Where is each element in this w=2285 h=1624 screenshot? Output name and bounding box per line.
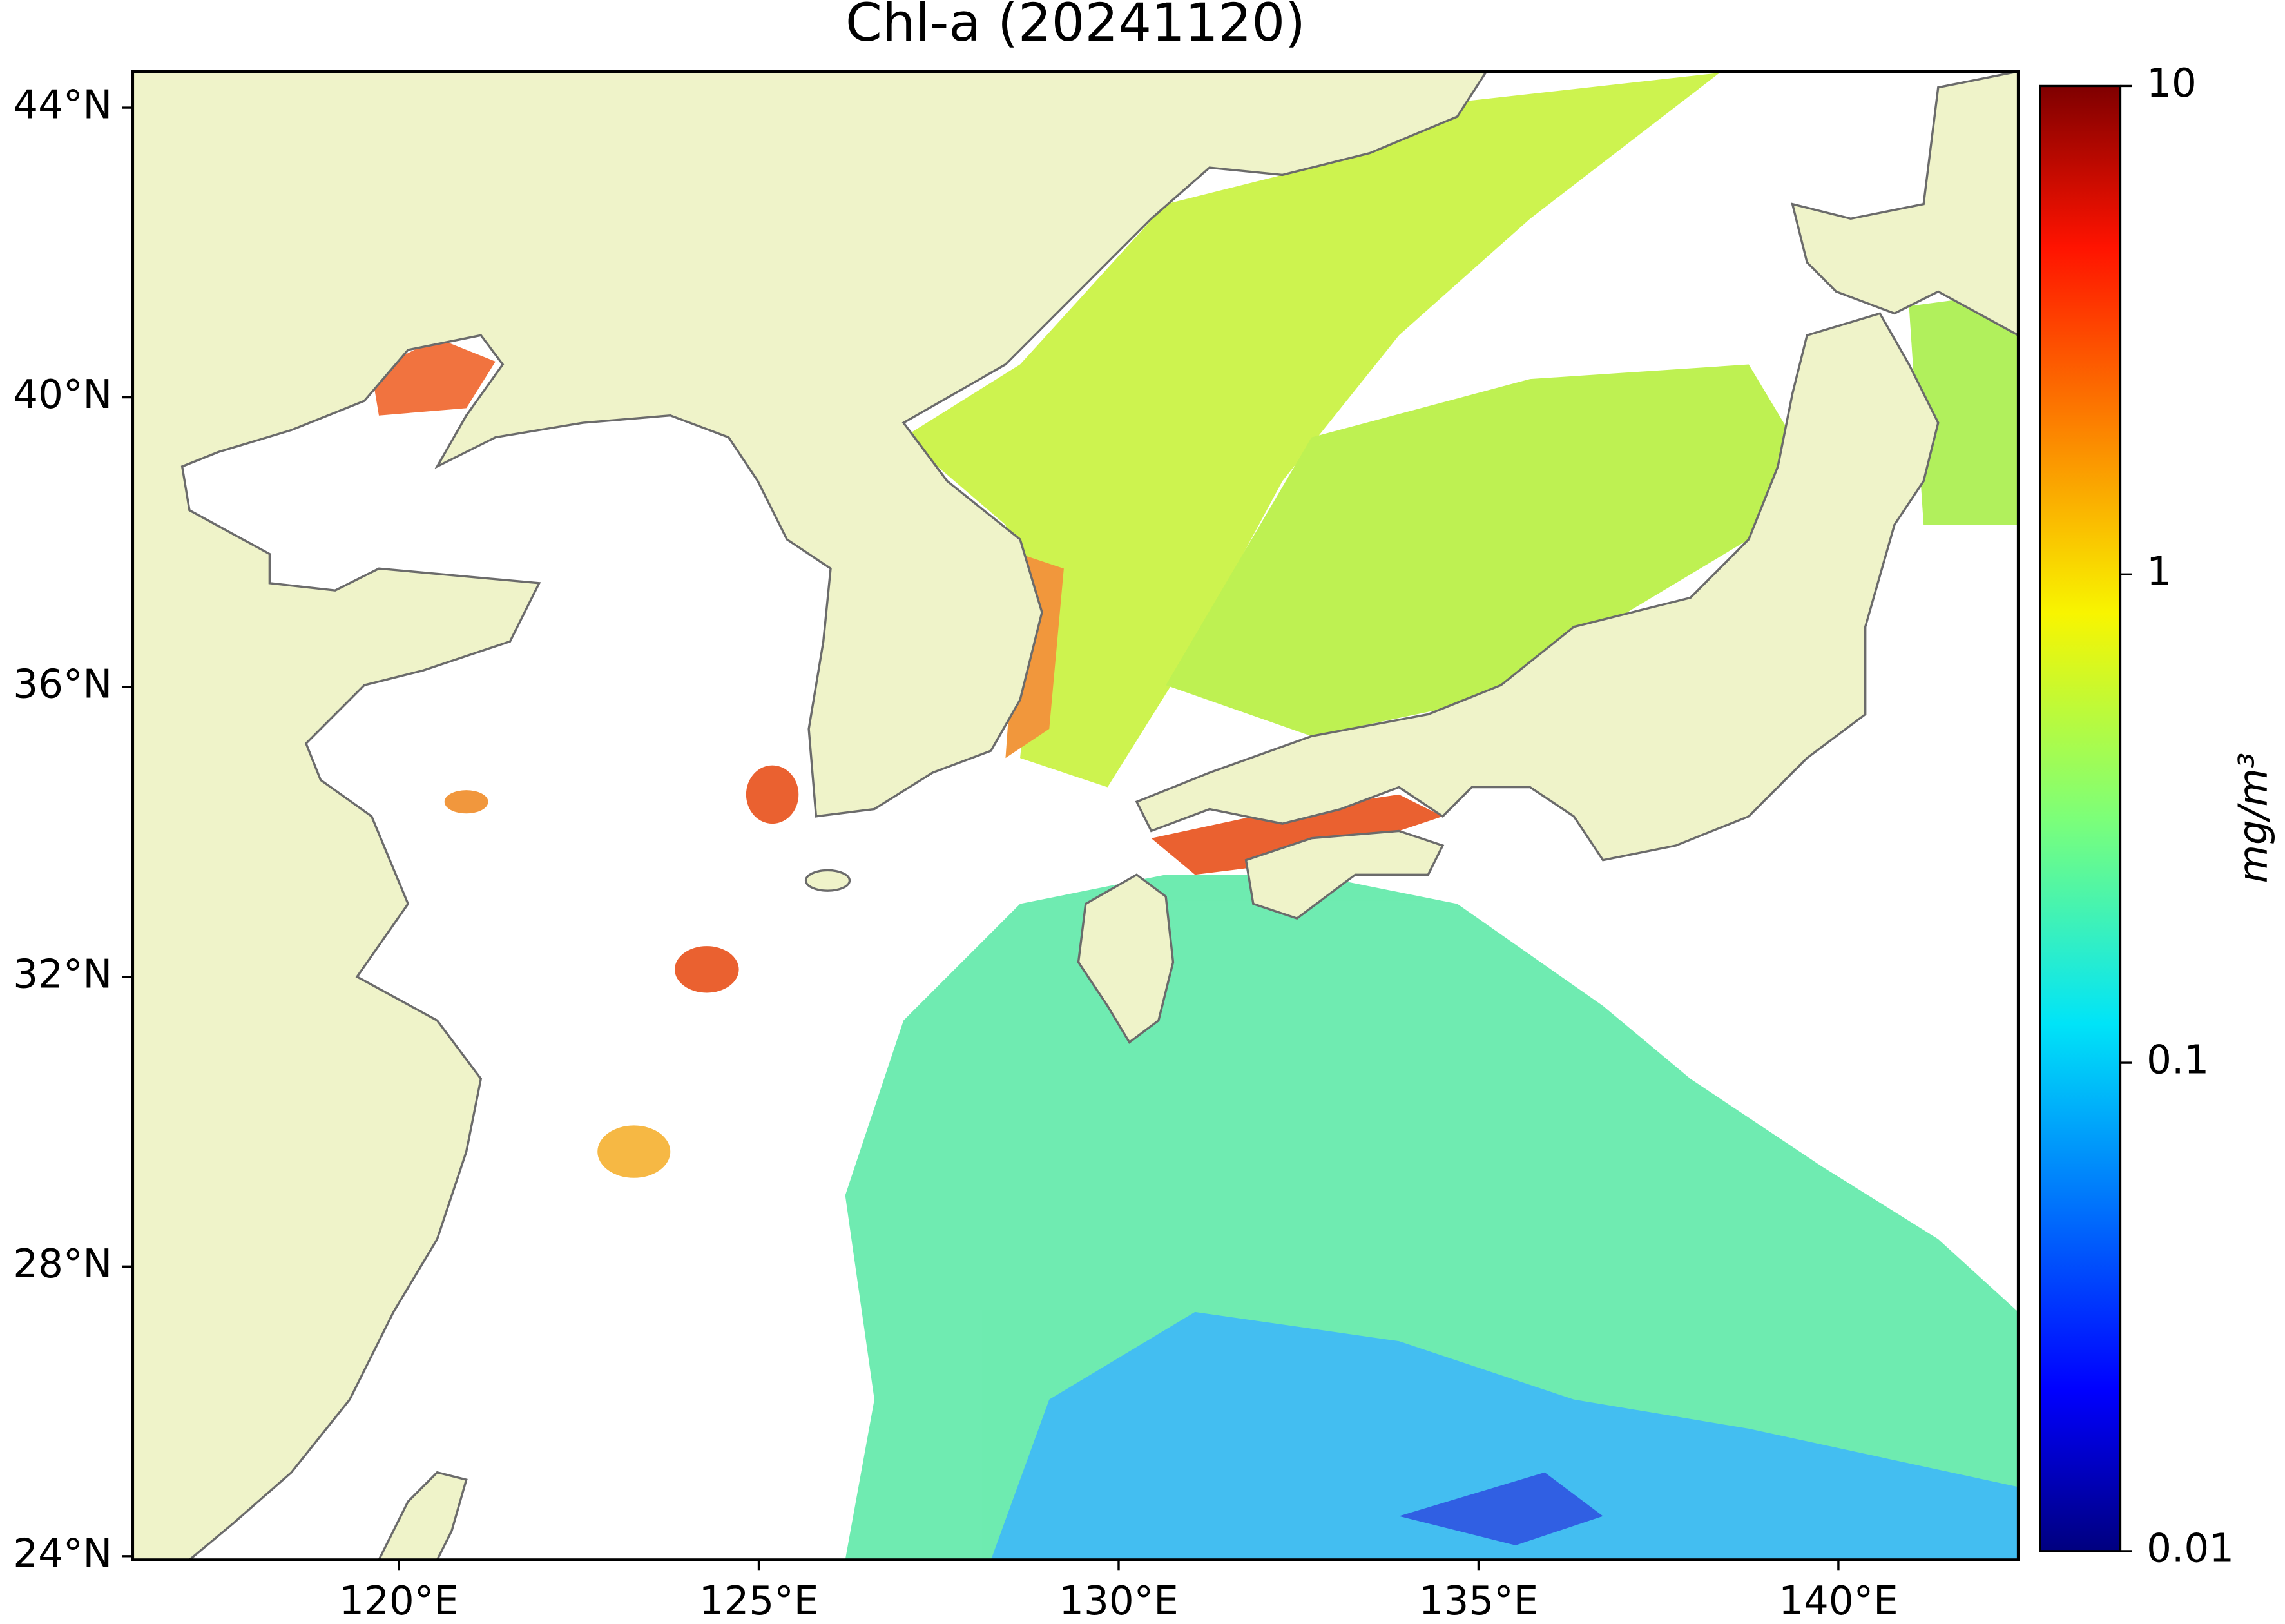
kyushu [1077,873,1175,1044]
y-tick-label: 32°N [13,951,112,997]
chl-patch [444,790,488,814]
colorbar [2039,84,2122,1552]
colorbar-tick-label: 1 [2146,549,2172,595]
y-tick-label: 28°N [13,1241,112,1287]
x-tick-label: 140°E [1779,1578,1898,1624]
x-tick-label: 135°E [1419,1578,1539,1624]
taiwan [378,1471,468,1560]
chl-patch [1151,794,1443,875]
map-title: Chl-a (20241120) [845,0,1306,53]
chl-patch [903,73,1720,788]
land [132,71,2019,1560]
chl-patch [746,765,799,824]
colorbar-label: mg/m³ [2230,753,2276,884]
y-tick-label: 44°N [13,82,112,128]
hokkaido [1791,71,2019,337]
colorbar-tick-label: 0.1 [2146,1038,2209,1083]
y-tick-label: 24°N [13,1531,112,1576]
chl-patch [1166,364,1793,737]
x-tick-label: 125°E [699,1578,819,1624]
y-tick-label: 40°N [13,372,112,418]
jeju [804,869,851,892]
map-frame [131,70,2020,1561]
x-tick-label: 130°E [1059,1578,1179,1624]
mainland [132,71,1488,1560]
chl-patch [597,1125,671,1178]
honshu [1135,312,1940,862]
x-tick-label: 120°E [339,1578,459,1624]
colorbar-tick-label: 0.01 [2146,1525,2234,1571]
colorbar-tick-label: 10 [2146,61,2197,106]
chl-patch [675,946,739,993]
y-tick-label: 36°N [13,662,112,708]
chl-patch [1399,1472,1603,1545]
map-area [132,71,2019,1560]
chl-patch [990,1311,2019,1560]
shikoku [1244,829,1445,920]
chl-patch [1909,291,2019,525]
chlorophyll-field [371,73,2019,1560]
